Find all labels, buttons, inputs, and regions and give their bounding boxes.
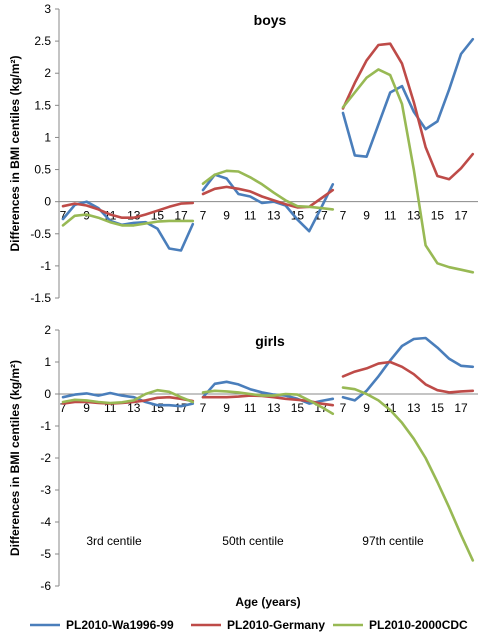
x-tick-label: 7 bbox=[60, 209, 67, 223]
x-tick-label: 13 bbox=[267, 209, 281, 223]
x-tick-label: 11 bbox=[384, 209, 397, 223]
x-tick-label: 7 bbox=[200, 209, 207, 223]
series-line-pl2010-2000cdc bbox=[341, 386, 475, 562]
y-tick-label: 2 bbox=[44, 66, 51, 80]
y-tick-label: 1 bbox=[44, 130, 51, 144]
x-tick-label: 11 bbox=[384, 401, 397, 415]
series-line-pl2010-wa1996-99 bbox=[61, 200, 195, 252]
y-tick-label: -1 bbox=[40, 259, 51, 273]
y-tick-label: -4 bbox=[40, 515, 51, 529]
x-axis-label: Age (years) bbox=[235, 595, 300, 609]
x-tick-label: 11 bbox=[244, 209, 257, 223]
y-tick-label: 1 bbox=[44, 355, 51, 369]
y-tick-label: 3 bbox=[44, 2, 51, 16]
panel-title: boys bbox=[254, 12, 287, 28]
series-line-pl2010-wa1996-99 bbox=[341, 37, 475, 158]
legend-entry: PL2010-Wa1996-99 bbox=[66, 618, 174, 632]
y-axis-label: Differences in BMI centiles (kg/m²) bbox=[8, 55, 22, 251]
x-tick-label: 15 bbox=[431, 209, 445, 223]
y-tick-label: -1.5 bbox=[30, 291, 51, 305]
centile-group-label: 97th centile bbox=[362, 534, 424, 548]
centile-group-label: 50th centile bbox=[222, 534, 284, 548]
legend-entry: PL2010-Germany bbox=[227, 618, 325, 632]
x-tick-label: 17 bbox=[174, 209, 188, 223]
x-tick-label: 9 bbox=[223, 209, 230, 223]
x-tick-label: 7 bbox=[340, 401, 347, 415]
y-tick-label: 0 bbox=[44, 195, 51, 209]
series-line-pl2010-germany bbox=[201, 185, 335, 209]
y-tick-label: -6 bbox=[40, 579, 51, 593]
x-tick-label: 13 bbox=[127, 401, 141, 415]
y-tick-label: -0.5 bbox=[30, 227, 51, 241]
y-axis-label: Differences in BMI centiles (kg/m²) bbox=[8, 360, 22, 556]
x-tick-label: 7 bbox=[340, 209, 347, 223]
x-tick-label: 17 bbox=[174, 401, 188, 415]
series-line-pl2010-2000cdc bbox=[201, 169, 335, 211]
series-line-pl2010-wa1996-99 bbox=[61, 391, 195, 408]
y-tick-label: -2 bbox=[40, 451, 51, 465]
series-line-pl2010-2000cdc bbox=[341, 68, 475, 274]
y-tick-label: -3 bbox=[40, 483, 51, 497]
x-tick-label: 7 bbox=[200, 401, 207, 415]
x-tick-label: 15 bbox=[291, 209, 305, 223]
series-line-pl2010-2000cdc bbox=[61, 213, 195, 227]
series-line-pl2010-germany bbox=[341, 42, 475, 181]
x-tick-label: 7 bbox=[60, 401, 67, 415]
x-tick-label: 15 bbox=[431, 401, 445, 415]
x-tick-label: 15 bbox=[291, 401, 305, 415]
panel-title: girls bbox=[255, 333, 285, 349]
x-tick-label: 11 bbox=[244, 401, 257, 415]
x-tick-label: 9 bbox=[363, 209, 370, 223]
x-tick-label: 13 bbox=[127, 209, 141, 223]
series-line-pl2010-wa1996-99 bbox=[201, 173, 335, 233]
y-tick-label: -1 bbox=[40, 419, 51, 433]
x-tick-label: 13 bbox=[267, 401, 281, 415]
x-tick-label: 9 bbox=[83, 401, 90, 415]
x-tick-label: 13 bbox=[407, 401, 421, 415]
series-line-pl2010-germany bbox=[61, 201, 195, 219]
y-tick-label: 0.5 bbox=[34, 163, 51, 177]
series-line-pl2010-2000cdc bbox=[201, 389, 335, 416]
y-tick-label: 0 bbox=[44, 387, 51, 401]
legend-entry: PL2010-2000CDC bbox=[369, 618, 468, 632]
y-tick-label: 2 bbox=[44, 323, 51, 337]
x-tick-label: 17 bbox=[454, 401, 468, 415]
x-tick-label: 17 bbox=[454, 209, 468, 223]
x-tick-label: 9 bbox=[363, 401, 370, 415]
x-tick-label: 9 bbox=[223, 401, 230, 415]
series-line-pl2010-wa1996-99 bbox=[201, 380, 335, 405]
series-line-pl2010-2000cdc bbox=[61, 388, 195, 405]
y-tick-label: 1.5 bbox=[34, 98, 51, 112]
y-tick-label: -5 bbox=[40, 547, 51, 561]
series-line-pl2010-germany bbox=[341, 360, 475, 394]
centile-group-label: 3rd centile bbox=[86, 534, 142, 548]
y-tick-label: 2.5 bbox=[34, 34, 51, 48]
x-tick-label: 13 bbox=[407, 209, 421, 223]
